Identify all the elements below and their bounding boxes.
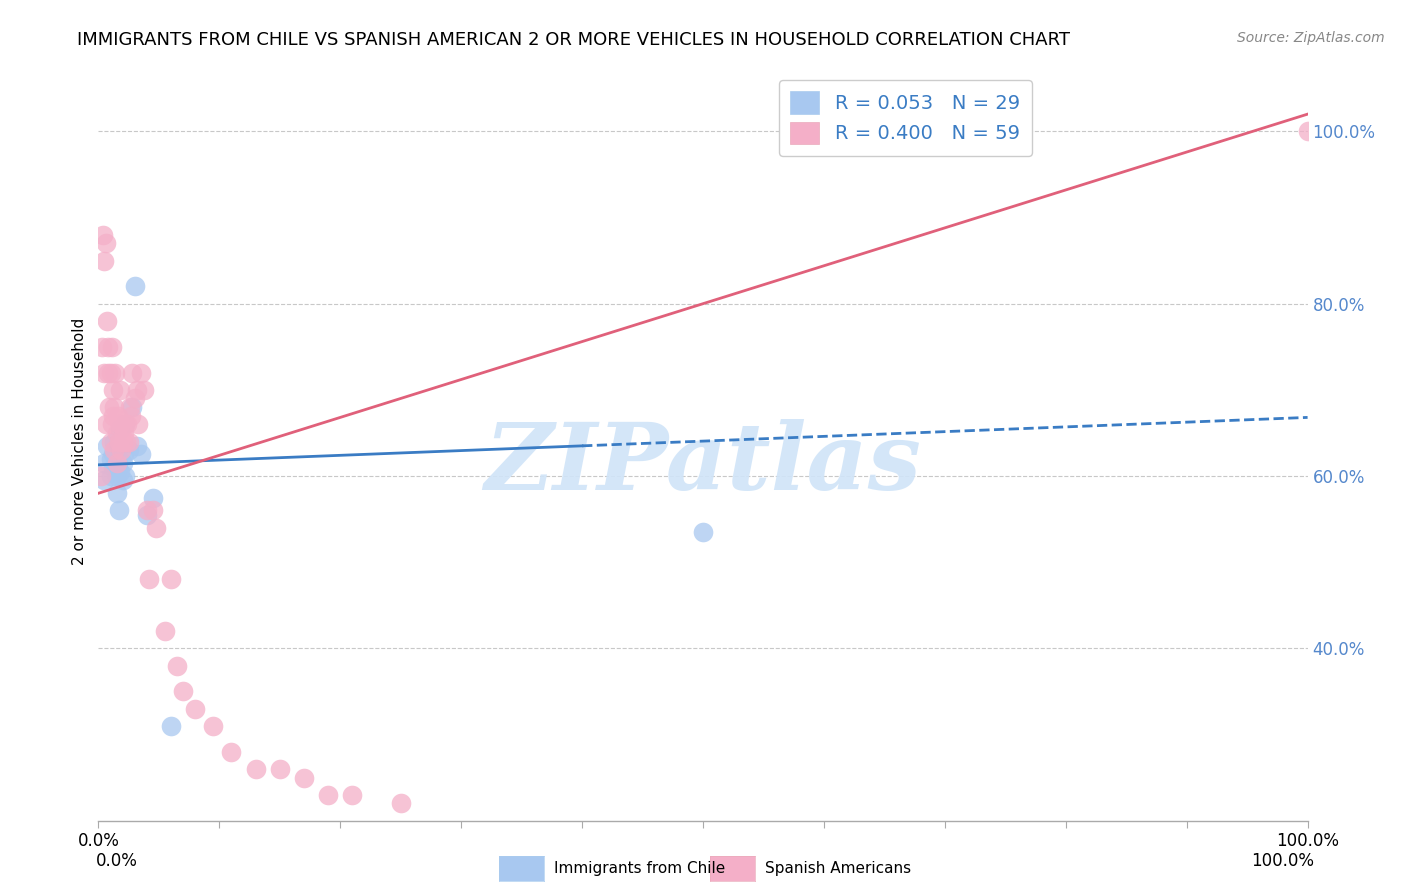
Text: 100.0%: 100.0% — [1251, 852, 1315, 870]
Point — [111, 434, 134, 449]
Point — [269, 762, 291, 776]
Point — [105, 456, 128, 470]
Point — [124, 392, 146, 406]
Point — [91, 227, 114, 242]
Point — [101, 383, 124, 397]
Point — [104, 366, 127, 380]
Text: Immigrants from Chile: Immigrants from Chile — [554, 862, 725, 876]
Point — [101, 409, 124, 423]
Point — [145, 521, 167, 535]
Point — [135, 508, 157, 522]
Point — [105, 425, 128, 440]
Point — [124, 279, 146, 293]
Point — [118, 400, 141, 414]
Point — [93, 473, 115, 487]
Point — [120, 409, 142, 423]
Point — [100, 451, 122, 466]
Point — [114, 417, 136, 432]
Point — [160, 573, 183, 587]
Point — [108, 439, 131, 453]
Point — [108, 503, 131, 517]
Point — [692, 524, 714, 539]
Point — [142, 491, 165, 505]
Point — [1296, 124, 1319, 138]
Point — [111, 473, 134, 487]
Point — [121, 400, 143, 414]
Point — [129, 366, 152, 380]
Point — [103, 400, 125, 414]
Text: IMMIGRANTS FROM CHILE VS SPANISH AMERICAN 2 OR MORE VEHICLES IN HOUSEHOLD CORREL: IMMIGRANTS FROM CHILE VS SPANISH AMERICA… — [77, 31, 1070, 49]
Point — [172, 684, 194, 698]
Point — [100, 469, 122, 483]
Point — [98, 400, 121, 414]
Point — [97, 340, 120, 354]
Point — [112, 447, 135, 461]
Point — [118, 434, 141, 449]
Point — [166, 658, 188, 673]
Point — [107, 456, 129, 470]
Point — [96, 314, 118, 328]
Point — [105, 486, 128, 500]
Point — [100, 434, 122, 449]
Point — [100, 366, 122, 380]
Point — [127, 439, 149, 453]
Point — [112, 425, 135, 440]
Point — [108, 417, 131, 432]
Point — [108, 465, 131, 479]
Point — [103, 443, 125, 458]
Point — [100, 417, 122, 432]
Point — [389, 797, 412, 811]
Point — [103, 434, 125, 449]
Legend: R = 0.053   N = 29, R = 0.400   N = 59: R = 0.053 N = 29, R = 0.400 N = 59 — [779, 79, 1032, 156]
Point — [91, 340, 114, 354]
Point — [153, 624, 176, 639]
Point — [97, 366, 120, 380]
Point — [342, 788, 364, 802]
Point — [142, 503, 165, 517]
Point — [134, 383, 156, 397]
Point — [93, 366, 115, 380]
Point — [292, 771, 315, 785]
Point — [101, 447, 124, 461]
Point — [115, 434, 138, 449]
Point — [94, 417, 117, 432]
Point — [96, 439, 118, 453]
Point — [108, 383, 131, 397]
Point — [221, 745, 243, 759]
Point — [90, 469, 112, 483]
Point — [100, 340, 122, 354]
Text: ZIPatlas: ZIPatlas — [485, 419, 921, 509]
Point — [202, 719, 225, 733]
Point — [114, 417, 136, 432]
Point — [111, 456, 134, 470]
Y-axis label: 2 or more Vehicles in Household: 2 or more Vehicles in Household — [72, 318, 87, 566]
Text: Source: ZipAtlas.com: Source: ZipAtlas.com — [1237, 31, 1385, 45]
Point — [93, 456, 115, 470]
Point — [107, 409, 129, 423]
Point — [110, 443, 132, 458]
Point — [160, 719, 183, 733]
Point — [105, 469, 128, 483]
Point — [108, 434, 131, 449]
Point — [118, 443, 141, 458]
Point — [114, 469, 136, 483]
Point — [108, 422, 131, 436]
Point — [121, 366, 143, 380]
Point — [129, 447, 152, 461]
Point — [184, 701, 207, 715]
Point — [94, 236, 117, 251]
Point — [316, 788, 339, 802]
Text: Spanish Americans: Spanish Americans — [765, 862, 911, 876]
Text: 0.0%: 0.0% — [96, 852, 138, 870]
Point — [135, 503, 157, 517]
Point — [93, 253, 115, 268]
Point — [138, 573, 160, 587]
Point — [245, 762, 267, 776]
Point — [127, 417, 149, 432]
Point — [101, 460, 124, 475]
Point — [127, 383, 149, 397]
Point — [117, 417, 139, 432]
